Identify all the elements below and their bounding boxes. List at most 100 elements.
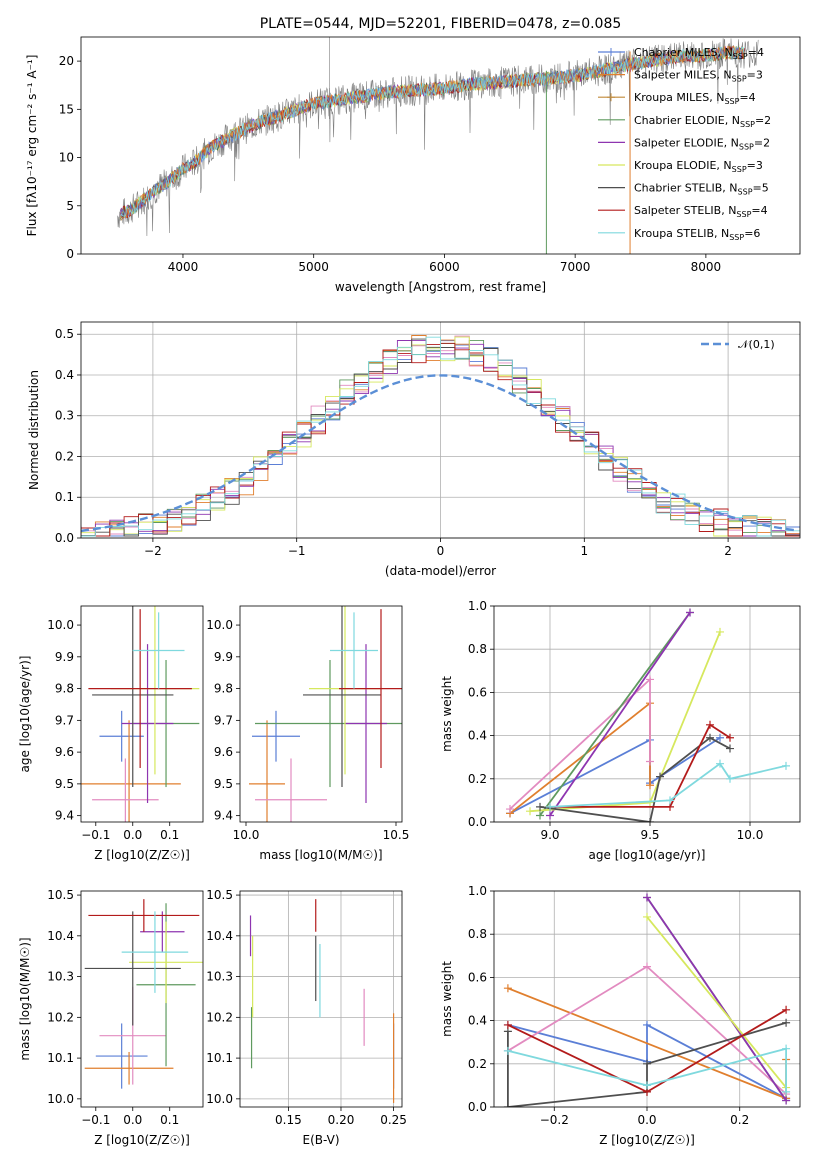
y-tick-label: 10.2 — [206, 1010, 233, 1024]
axes-frame — [239, 605, 403, 823]
x-tick-label: 9.0 — [540, 828, 559, 842]
axes-frame — [493, 605, 801, 823]
y-tick-label: 9.6 — [55, 745, 74, 759]
weight-marker — [782, 761, 790, 770]
y-axis-label: mass weight — [440, 961, 454, 1037]
weight-marker — [503, 984, 512, 993]
weight-marker — [546, 811, 554, 820]
y-tick-label: 5 — [66, 199, 74, 213]
weight-marker — [782, 1087, 791, 1096]
weight-line — [550, 723, 731, 808]
normal-curve — [81, 374, 798, 533]
y-tick-label: 0.2 — [468, 1057, 487, 1071]
y-tick-label: 10.0 — [47, 618, 74, 632]
y-tick-label: 9.9 — [55, 650, 74, 664]
y-tick-label: 0.5 — [55, 327, 74, 341]
x-axis-label: E(B-V) — [302, 1133, 339, 1147]
y-tick-label: 0 — [66, 247, 74, 261]
axes-frame — [80, 321, 801, 539]
weight-marker — [726, 733, 734, 742]
y-tick-label: 0.6 — [468, 685, 487, 699]
weight-marker — [666, 796, 674, 805]
weight-marker — [782, 1018, 791, 1027]
x-tick-label: 0.0 — [123, 828, 142, 842]
weight-line — [646, 916, 787, 1089]
weight-line — [509, 737, 721, 815]
y-tick-label: 1.0 — [468, 599, 487, 613]
weight-marker — [726, 744, 734, 753]
y-tick-label: 9.4 — [214, 809, 233, 823]
y-tick-label: 10.0 — [206, 618, 233, 632]
weight-marker — [646, 818, 654, 822]
weight-marker — [782, 1005, 791, 1014]
y-tick-label: 10.3 — [47, 970, 74, 984]
y-tick-label: 0.3 — [55, 409, 74, 423]
residuals-axes: −2 −1 0 1 2 0.0 0.1 0.2 0.3 0.4 0.5 (data-model)/er… — [27, 322, 800, 578]
weight-line — [509, 701, 651, 815]
legend-label: Salpeter MILES, NSSP=3 — [634, 69, 763, 84]
legend-label: Kroupa MILES, NSSP=4 — [634, 91, 756, 106]
y-tick-label: 0.0 — [55, 531, 74, 545]
weight-marker — [716, 759, 724, 768]
legend-marker — [607, 48, 615, 56]
weight-line — [507, 1047, 787, 1092]
y-tick-label: 0.4 — [468, 1014, 487, 1028]
x-tick-label: −0.2 — [540, 1113, 569, 1127]
y-tick-label: 10.0 — [47, 1092, 74, 1106]
x-tick-label: −1 — [288, 544, 306, 558]
chart-title: PLATE=0544, MJD=52201, FIBERID=0478, z=0… — [260, 16, 622, 32]
weight-marker — [646, 798, 654, 807]
y-tick-label: 0.6 — [468, 970, 487, 984]
axes-frame — [493, 890, 801, 1108]
y-axis-label: mass [log10(M/M☉)] — [18, 937, 32, 1060]
weight-marker — [646, 757, 654, 766]
legend-label: Salpeter STELIB, NSSP=4 — [634, 204, 768, 219]
residual-histograms — [81, 335, 800, 537]
axes-frame — [80, 36, 801, 255]
x-axis-label: age [log10(age/yr)] — [589, 848, 706, 862]
y-tick-label: 9.7 — [214, 713, 233, 727]
legend-label: Salpeter ELODIE, NSSP=2 — [634, 136, 770, 151]
y-tick-label: 15 — [59, 102, 74, 116]
x-axis-label: Z [log10(Z/Z☉)] — [94, 848, 190, 862]
weight-marker — [536, 811, 544, 820]
age_vs_mass-points — [249, 606, 402, 822]
mass_vs_Z-axes: −0.1 0.0 0.1 10.0 10.1 10.2 10.3 10.4 10.5 Z [log… — [18, 888, 190, 1147]
legend-label: Chabrier STELIB, NSSP=5 — [634, 182, 769, 197]
legend-label: Kroupa ELODIE, NSSP=3 — [634, 159, 763, 174]
age_vs_mass-axes: 10.0 10.5 9.4 9.5 9.6 9.7 9.8 9.9 10.0 mass [log1… — [206, 618, 409, 862]
x-tick-label: 0.1 — [160, 1113, 179, 1127]
model-spectrum — [119, 46, 745, 217]
x-tick-label: 6000 — [429, 260, 460, 274]
weight-marker — [782, 1096, 791, 1105]
y-tick-label: 10 — [59, 151, 74, 165]
y-tick-label: 9.8 — [214, 682, 233, 696]
weight_vs_age-axes: 9.0 9.5 10.0 0.0 0.2 0.4 0.6 0.8 1.0 age [log10(a… — [440, 599, 800, 862]
x-tick-label: 0.0 — [637, 1113, 656, 1127]
weight_vs_Z-axes: −0.2 0.0 0.2 0.0 0.2 0.4 0.6 0.8 1.0 Z [log10(Z/Z… — [440, 884, 800, 1147]
y-tick-label: 9.8 — [55, 682, 74, 696]
x-tick-label: 1 — [580, 544, 588, 558]
axes-frame — [80, 890, 204, 1108]
y-tick-label: 10.4 — [206, 929, 233, 943]
y-axis-label: Normed distribution — [27, 370, 41, 490]
weight-marker — [536, 802, 544, 811]
y-tick-label: 0.8 — [468, 927, 487, 941]
y-tick-label: 10.0 — [206, 1092, 233, 1106]
y-tick-label: 0.4 — [55, 368, 74, 382]
weight-marker — [503, 1103, 512, 1107]
y-tick-label: 9.5 — [214, 777, 233, 791]
y-tick-label: 20 — [59, 54, 74, 68]
x-axis-label: Z [log10(Z/Z☉)] — [599, 1133, 695, 1147]
y-tick-label: 10.4 — [47, 929, 74, 943]
legend-label: Chabrier MILES, NSSP=4 — [634, 46, 764, 61]
y-tick-label: 9.5 — [55, 777, 74, 791]
x-axis-label: mass [log10(M/M☉)] — [259, 848, 382, 862]
weight-marker — [782, 1044, 791, 1053]
spectrum-lines — [117, 37, 759, 254]
x-tick-label: 0.2 — [730, 1113, 749, 1127]
mass_vs_Z-points — [84, 899, 203, 1089]
y-tick-label: 1.0 — [468, 884, 487, 898]
x-tick-label: −0.1 — [81, 828, 110, 842]
